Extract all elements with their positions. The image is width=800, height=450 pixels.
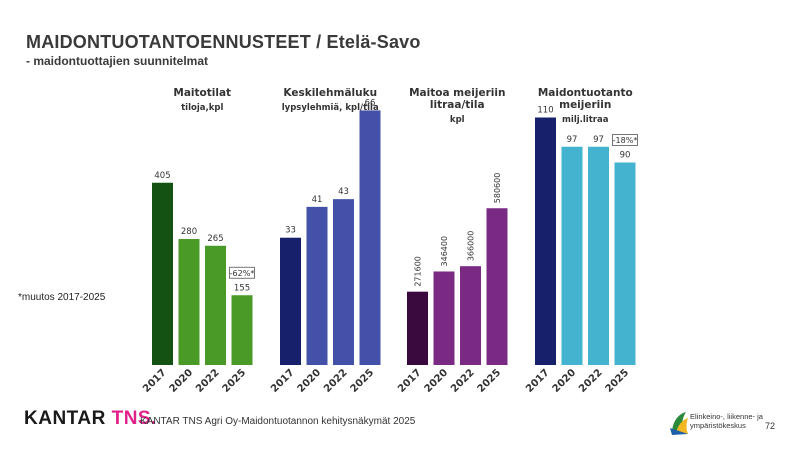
x-tick-label: 2022 xyxy=(449,367,476,394)
chart-unit: lypsylehmiä, kpl/tila xyxy=(282,103,379,113)
bar xyxy=(561,146,583,365)
bar xyxy=(359,110,381,365)
ely-text: Elinkeino-, liikenne- ja ympäristökeskus xyxy=(690,412,763,430)
chart-title: meijeriin xyxy=(559,99,611,111)
x-tick-label: 2022 xyxy=(322,367,349,394)
x-tick-label: 2020 xyxy=(168,367,195,394)
data-label: 580600 xyxy=(493,173,502,204)
ely-logo-icon xyxy=(670,412,688,435)
x-tick-label: 2025 xyxy=(476,367,503,394)
x-tick-label: 2020 xyxy=(423,367,450,394)
chart-group-1: Maitotilat tiloja,kpl 405 2017 280 2020 265 202… xyxy=(141,87,255,395)
ely-line-1: Elinkeino-, liikenne- ja xyxy=(690,412,763,421)
logo-main: KANTAR xyxy=(24,408,112,429)
chart-unit: milj.litraa xyxy=(562,115,609,125)
x-tick-label: 2022 xyxy=(577,367,604,394)
change-badge xyxy=(229,266,255,279)
data-label: 97 xyxy=(593,135,604,145)
page-subtitle: - maidontuottajien suunnitelmat xyxy=(26,54,208,68)
source-text: KANTAR TNS Agri Oy-Maidontuotannon kehit… xyxy=(140,416,416,427)
page-title: MAIDONTUOTANTOENNUSTEET / Etelä-Savo xyxy=(26,32,421,52)
data-label: 155 xyxy=(234,283,250,293)
change-note: *muutos 2017-2025 xyxy=(18,292,106,303)
chart-unit: tiloja,kpl xyxy=(181,103,223,113)
data-label: 43 xyxy=(338,187,349,197)
data-label: 366000 xyxy=(467,231,476,262)
data-label: 41 xyxy=(312,195,323,205)
bar xyxy=(433,271,455,365)
x-tick-label: 2022 xyxy=(194,367,221,394)
bar xyxy=(588,146,609,365)
bar xyxy=(486,208,508,365)
data-label: 110 xyxy=(537,106,553,116)
x-tick-label: 2017 xyxy=(141,367,168,394)
bar xyxy=(178,239,200,365)
chart-title: Maidontuotanto xyxy=(538,87,633,99)
x-tick-label: 2017 xyxy=(524,367,551,394)
data-label: 97 xyxy=(567,135,578,145)
bar xyxy=(306,206,328,365)
x-tick-label: 2020 xyxy=(296,367,323,394)
bar xyxy=(535,117,556,365)
x-tick-label: 2020 xyxy=(551,367,578,394)
bar xyxy=(152,182,173,365)
change-badge-text: -18%* xyxy=(613,136,638,145)
bar xyxy=(231,295,253,365)
bar xyxy=(460,266,481,365)
ely-line-2: ympäristökeskus xyxy=(690,421,746,430)
data-label: 33 xyxy=(285,226,296,236)
bar xyxy=(614,162,636,365)
kantar-tns-logo: KANTAR TNS. xyxy=(24,408,157,430)
bar xyxy=(280,237,301,365)
chart-title: Keskilehmäluku xyxy=(283,87,377,99)
page-number: 72 xyxy=(765,421,776,431)
chart-title: Maitotilat xyxy=(173,87,231,99)
data-label: 66 xyxy=(365,98,376,108)
change-badge-text: -62%* xyxy=(230,269,255,278)
chart-unit: kpl xyxy=(450,115,465,125)
bar xyxy=(333,199,354,365)
change-badge xyxy=(612,134,638,146)
x-tick-label: 2017 xyxy=(269,367,296,394)
chart-title: Maitoa meijeriin xyxy=(409,87,505,99)
bar xyxy=(407,291,428,365)
x-tick-label: 2017 xyxy=(396,367,423,394)
data-label: 271600 xyxy=(414,256,423,287)
data-label: 265 xyxy=(207,234,223,244)
x-tick-label: 2025 xyxy=(349,367,376,394)
data-label: 346400 xyxy=(440,236,449,267)
bar xyxy=(205,245,226,365)
logo-accent: TNS. xyxy=(111,408,157,429)
chart-group-2: Keskilehmäluku lypsylehmiä, kpl/tila 33 201… xyxy=(269,87,381,395)
x-tick-label: 2025 xyxy=(604,367,631,394)
x-tick-label: 2025 xyxy=(221,367,248,394)
data-label: 90 xyxy=(620,151,631,161)
chart-title: litraa/tila xyxy=(430,99,485,111)
data-label: 280 xyxy=(181,227,197,237)
data-label: 405 xyxy=(154,171,170,181)
